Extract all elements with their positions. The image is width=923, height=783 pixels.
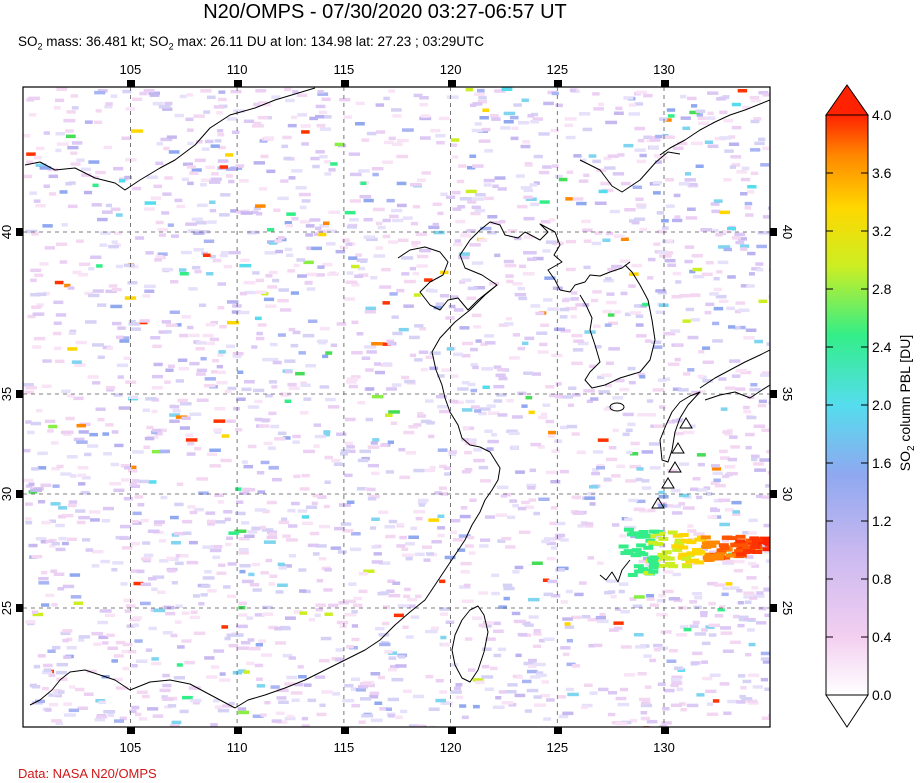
lat-tick-label: 25 <box>0 601 14 615</box>
russia-coast <box>659 99 770 156</box>
lon-tick-label: 110 <box>227 62 248 77</box>
jeju-island <box>609 402 625 412</box>
so2-pixel-layer <box>23 87 770 727</box>
map-area <box>23 87 770 727</box>
so2-summary: SO2 mass: 36.481 kt; SO2 max: 26.11 DU a… <box>18 34 485 52</box>
volcano-markers <box>651 417 693 509</box>
lat-labels-right: 40 35 30 25 <box>780 225 795 615</box>
lon-tick-label: 115 <box>334 740 355 755</box>
taiwan <box>451 605 489 683</box>
kyushu <box>659 391 701 463</box>
honshu-coast <box>699 349 770 389</box>
lon-labels-bottom: 105 110 115 120 125 130 <box>120 740 675 755</box>
lon-tick-label: 120 <box>440 740 462 755</box>
colorbar-tick-label: 3.6 <box>872 165 892 181</box>
colorbar-tick-label: 1.6 <box>872 455 892 471</box>
colorbar-title: SO2 column PBL [DU] <box>897 335 917 472</box>
colorbar-tick-label: 2.0 <box>872 397 892 413</box>
graticule <box>23 87 770 727</box>
map-title: N20/OMPS - 07/30/2020 03:27-06:57 UT <box>203 1 567 23</box>
lon-tick-label: 130 <box>653 62 675 77</box>
colorbar: 4.0 3.6 3.2 2.8 2.4 2.0 1.6 1.2 0.8 0.4 0.0 SO2 co… <box>825 84 917 728</box>
shikoku-coast <box>704 384 770 401</box>
colorbar-tick-label: 0.4 <box>872 629 892 645</box>
lon-tick-label: 125 <box>546 62 568 77</box>
colorbar-tick-label: 2.4 <box>872 339 892 355</box>
colorbar-tick-label: 2.8 <box>872 281 892 297</box>
lat-tick-label: 30 <box>0 487 14 501</box>
lat-labels-left: 40 35 30 25 <box>0 225 14 615</box>
lon-labels-top: 105 110 115 120 125 130 <box>120 62 675 77</box>
lon-tick-label: 105 <box>120 62 142 77</box>
coastlines <box>24 87 770 709</box>
colorbar-tick-label: 4.0 <box>872 107 892 123</box>
china-east-coast <box>234 284 501 709</box>
map-frame <box>22 86 771 728</box>
lon-tick-label: 130 <box>653 740 675 755</box>
lat-tick-label: 35 <box>780 387 795 401</box>
colorbar-tick-label: 0.0 <box>872 687 892 703</box>
colorbar-min-arrow <box>825 694 869 728</box>
mongolia-border <box>24 87 316 191</box>
colorbar-tick-label: 0.8 <box>872 571 892 587</box>
south-china-border <box>29 669 236 709</box>
ryukyu-islands <box>599 559 631 583</box>
bohai-yellow-sea-coast <box>397 221 631 311</box>
tick-marks <box>16 80 777 734</box>
lon-tick-label: 110 <box>227 740 248 755</box>
lat-tick-label: 40 <box>0 225 14 239</box>
lon-tick-label: 120 <box>440 62 462 77</box>
lat-tick-label: 40 <box>780 225 795 239</box>
colorbar-max-arrow <box>825 84 869 116</box>
colorbar-tick-label: 1.2 <box>872 513 892 529</box>
lon-tick-label: 125 <box>546 740 568 755</box>
lat-tick-label: 35 <box>0 387 14 401</box>
data-credit: Data: NASA N20/OMPS <box>18 766 157 781</box>
china-korea-border <box>579 151 681 193</box>
lon-tick-label: 105 <box>120 740 142 755</box>
lon-tick-label: 115 <box>334 62 355 77</box>
colorbar-tick-label: 3.2 <box>872 223 892 239</box>
korean-peninsula <box>579 264 656 389</box>
lat-tick-label: 30 <box>780 487 795 501</box>
lat-tick-label: 25 <box>780 601 795 615</box>
